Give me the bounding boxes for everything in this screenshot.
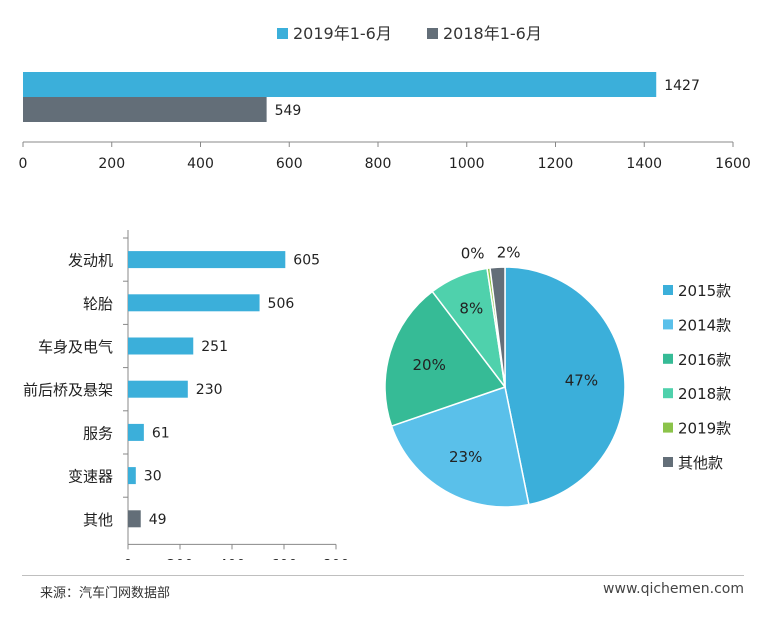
pie-slice-1 — [390, 386, 530, 508]
pie-slice-2 — [384, 290, 507, 428]
bar-1 — [128, 294, 260, 312]
legend-label-1: 2014款 — [678, 316, 731, 334]
pie-slice-0 — [504, 266, 626, 506]
data-label-3: 230 — [196, 382, 223, 398]
source-note: 来源：汽车门网数据部 — [40, 586, 171, 601]
legend-swatch-1 — [663, 319, 673, 330]
x-tick-label-6: 1200 — [538, 156, 574, 172]
bar-3 — [128, 380, 188, 398]
x-tick-label-5: 1000 — [449, 156, 485, 172]
x-tick-label-1: 200 — [167, 557, 194, 560]
x-tick-label-4: 800 — [323, 557, 350, 560]
slice-label-1: 23% — [449, 448, 482, 466]
bar-5 — [128, 467, 136, 485]
category-label-4: 服务 — [83, 424, 113, 442]
bar-2 — [128, 337, 194, 355]
data-label-6: 49 — [149, 512, 167, 528]
bar-0 — [128, 251, 286, 269]
legend-swatch-2 — [663, 353, 673, 364]
data-label-1: 506 — [268, 296, 295, 312]
slice-label-2: 20% — [413, 356, 446, 374]
category-label-0: 发动机 — [68, 252, 113, 270]
legend-label-5: 其他款 — [678, 454, 723, 472]
bar-4 — [128, 423, 144, 441]
legend-swatch-5 — [663, 457, 673, 467]
slice-label-3: 8% — [459, 299, 483, 317]
slice-label-5: 2% — [497, 243, 521, 261]
legend-swatch-0 — [277, 28, 288, 39]
data-label-1: 549 — [275, 103, 302, 119]
x-tick-label-4: 800 — [365, 156, 392, 172]
legend-label-0: 2015款 — [678, 282, 731, 300]
legend-label-2: 2016款 — [678, 351, 731, 369]
legend-swatch-1 — [427, 28, 438, 39]
x-tick-label-1: 200 — [98, 156, 125, 172]
footer-divider — [22, 575, 744, 576]
category-label-1: 轮胎 — [83, 295, 113, 313]
bar-1 — [23, 97, 267, 122]
legend-label-1: 2018年1-6月 — [443, 24, 542, 43]
x-tick-label-8: 1600 — [715, 156, 751, 172]
legend-label-0: 2019年1-6月 — [293, 24, 392, 43]
x-tick-label-2: 400 — [219, 557, 246, 560]
website-link[interactable]: www.qichemen.com — [603, 581, 744, 597]
bar-0 — [23, 72, 657, 97]
data-label-2: 251 — [201, 339, 228, 355]
x-tick-label-3: 600 — [276, 156, 303, 172]
x-tick-label-3: 600 — [271, 557, 298, 560]
data-label-0: 1427 — [664, 78, 700, 94]
component-bar-chart: 发动机 605 轮胎 506 车身及电气 251 前后桥及悬架 230 服务 61 变速器 30 其他 4… — [23, 230, 350, 560]
x-tick-label-0: 0 — [124, 557, 133, 560]
legend-swatch-4 — [663, 422, 673, 433]
slice-label-4: 0% — [461, 244, 485, 262]
slice-label-0: 47% — [565, 371, 598, 389]
legend-label-3: 2018款 — [678, 385, 731, 403]
category-label-6: 其他 — [83, 511, 113, 529]
legend-swatch-0 — [663, 285, 673, 295]
legend-swatch-3 — [663, 388, 673, 399]
x-tick-label-0: 0 — [19, 156, 28, 172]
data-label-5: 30 — [144, 469, 162, 485]
pie-slice-5 — [489, 266, 506, 388]
x-tick-label-2: 400 — [187, 156, 214, 172]
legend-label-4: 2019款 — [678, 420, 731, 438]
model-year-pie-chart: 47% 23% 20% 8% 0% 2% 2015款 2014款 2016款 2018款 2019款… — [384, 243, 731, 508]
bar-6 — [128, 510, 141, 528]
x-tick-label-7: 1400 — [626, 156, 662, 172]
category-label-5: 变速器 — [68, 468, 113, 486]
category-label-3: 前后桥及悬架 — [23, 381, 113, 399]
data-label-4: 61 — [152, 425, 170, 441]
data-label-0: 605 — [293, 253, 320, 269]
category-label-2: 车身及电气 — [38, 338, 113, 356]
top-comparison-chart: 2019年1-6月 2018年1-6月 1427 549 0 200 400 600 800 10… — [19, 24, 751, 172]
